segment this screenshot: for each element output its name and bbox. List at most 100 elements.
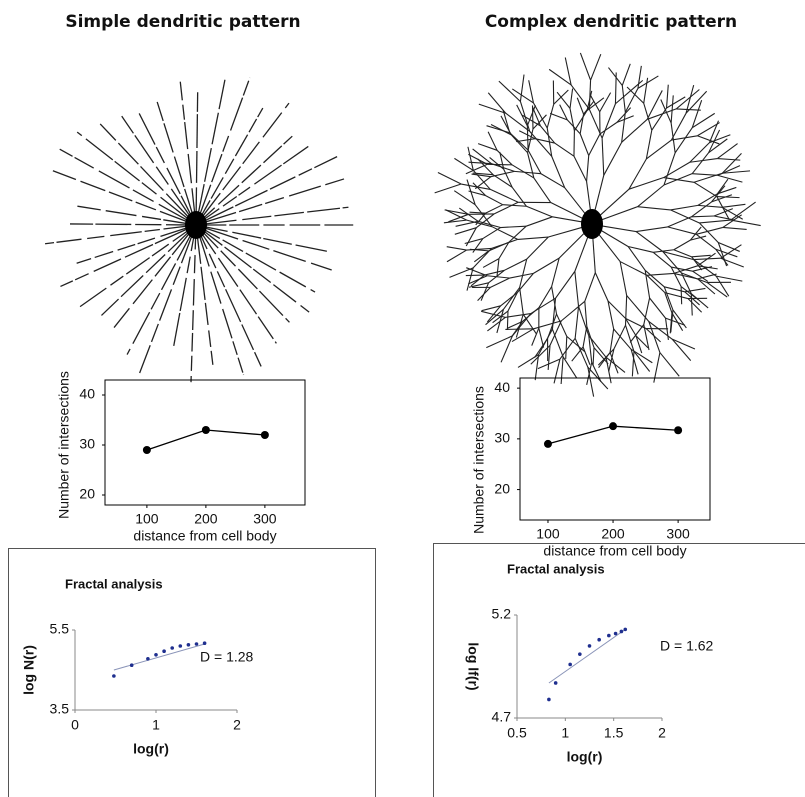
dendrite bbox=[229, 97, 244, 131]
dendrite bbox=[167, 231, 190, 253]
dendrite bbox=[510, 134, 528, 154]
dendrite bbox=[675, 89, 700, 110]
y-axis-label: Number of intersections bbox=[471, 386, 487, 534]
dendrite bbox=[173, 312, 181, 347]
dendrite bbox=[722, 170, 751, 174]
dendrite bbox=[203, 208, 220, 220]
y-axis-label: Number of intersections bbox=[56, 371, 72, 519]
dendrite bbox=[186, 256, 191, 274]
dendrite bbox=[154, 228, 188, 245]
dendrite bbox=[487, 92, 507, 114]
x-axis-label: distance from cell body bbox=[133, 528, 276, 544]
dendrite bbox=[529, 131, 553, 157]
dendrite bbox=[222, 195, 238, 207]
dendrite bbox=[551, 328, 564, 357]
dendrite bbox=[274, 211, 304, 217]
dendrite bbox=[138, 113, 156, 145]
dendrite bbox=[208, 253, 217, 269]
dendrite bbox=[485, 308, 504, 326]
x-tick-label: 0 bbox=[71, 717, 79, 733]
dendrite bbox=[506, 320, 523, 329]
dendrite bbox=[670, 266, 682, 287]
dendrite bbox=[487, 163, 513, 166]
dendrite bbox=[449, 267, 474, 278]
dendrite bbox=[628, 158, 647, 190]
dendrite bbox=[466, 219, 493, 228]
dendrite bbox=[697, 193, 718, 206]
dendrite bbox=[486, 125, 510, 134]
dendrite bbox=[614, 72, 617, 104]
dendrite bbox=[511, 328, 534, 343]
x-tick-label: 200 bbox=[194, 511, 218, 527]
dendrite bbox=[670, 95, 674, 123]
dendrite bbox=[624, 295, 628, 326]
x-tick-label: 2 bbox=[658, 725, 666, 741]
dendrite bbox=[574, 306, 580, 339]
dendrite bbox=[234, 134, 249, 157]
dendrite bbox=[676, 108, 701, 111]
dendrite bbox=[565, 336, 568, 360]
dendrite bbox=[616, 107, 632, 123]
dendrite bbox=[551, 156, 566, 188]
dendrite bbox=[690, 235, 707, 241]
dendrite bbox=[172, 266, 181, 286]
dendrite bbox=[342, 206, 349, 209]
point bbox=[170, 646, 174, 650]
dendrite bbox=[237, 268, 258, 290]
dendrite bbox=[586, 155, 590, 182]
dendrite bbox=[218, 79, 226, 110]
dendrite bbox=[44, 241, 55, 245]
point bbox=[142, 446, 151, 454]
dendrite bbox=[592, 347, 595, 366]
dendrite bbox=[502, 109, 511, 133]
dendrite bbox=[454, 227, 477, 235]
dendrite bbox=[635, 335, 643, 354]
dendrite bbox=[155, 146, 165, 164]
dendrite bbox=[592, 235, 596, 273]
dendrite bbox=[691, 256, 703, 271]
dendrite bbox=[263, 145, 283, 164]
dendrite bbox=[691, 152, 710, 175]
dendrite bbox=[272, 284, 297, 303]
dendrite bbox=[518, 130, 536, 140]
y-tick-label: 30 bbox=[79, 436, 95, 452]
dendrite bbox=[528, 80, 534, 104]
dendrite bbox=[176, 233, 192, 261]
dendrite bbox=[715, 275, 730, 297]
x-tick-label: 1.5 bbox=[604, 725, 624, 741]
y-tick-label: 3.5 bbox=[50, 701, 70, 717]
dendrite bbox=[526, 216, 553, 227]
dendrite bbox=[685, 90, 708, 114]
dendrite bbox=[203, 230, 223, 246]
dendrite bbox=[150, 323, 159, 343]
dendrite bbox=[673, 265, 698, 274]
dendrite bbox=[478, 103, 506, 114]
dendrite bbox=[625, 318, 637, 337]
dendrite bbox=[718, 241, 740, 252]
dendrite bbox=[651, 107, 667, 131]
dendrite bbox=[548, 68, 572, 86]
dendrite bbox=[586, 181, 592, 213]
dendrite bbox=[621, 85, 626, 113]
point bbox=[154, 653, 158, 657]
dendrite bbox=[615, 79, 644, 105]
dendrite bbox=[154, 256, 172, 277]
dendrite bbox=[171, 232, 191, 256]
dendrite bbox=[648, 321, 673, 340]
dendrite bbox=[254, 164, 282, 185]
dendrite bbox=[493, 201, 519, 215]
point bbox=[623, 627, 628, 632]
dendrite bbox=[629, 324, 645, 343]
dendrite bbox=[110, 231, 142, 237]
dendrite bbox=[689, 226, 702, 241]
dendrite bbox=[210, 271, 222, 304]
dendrite bbox=[699, 219, 731, 224]
dendrite bbox=[547, 313, 558, 339]
dendrite bbox=[588, 335, 607, 358]
dendrite bbox=[307, 207, 341, 213]
dendrite bbox=[224, 158, 235, 175]
dendrite bbox=[117, 142, 139, 165]
dendrite bbox=[600, 229, 629, 247]
plot-frame bbox=[519, 377, 711, 521]
dendrite bbox=[202, 231, 219, 249]
